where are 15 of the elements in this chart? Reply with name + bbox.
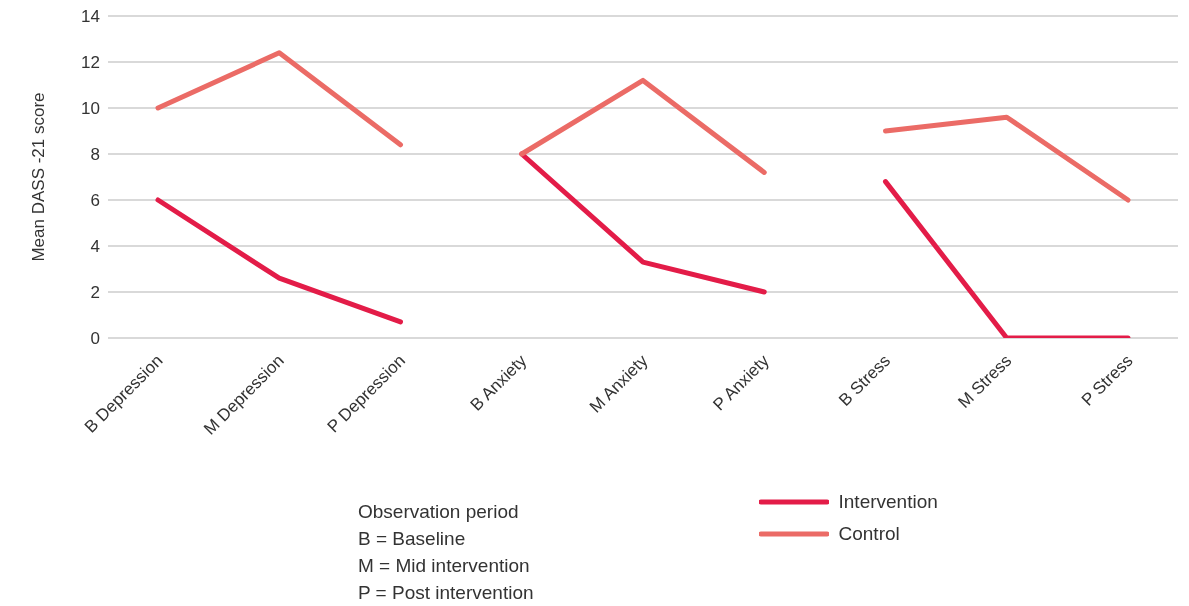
text: P = Post intervention bbox=[358, 581, 534, 605]
y-tick-label: 12 bbox=[81, 53, 100, 73]
y-tick-label: 2 bbox=[90, 283, 100, 303]
y-tick-label: 14 bbox=[81, 7, 100, 27]
y-tick-label: 6 bbox=[90, 191, 100, 211]
y-tick-label: 0 bbox=[90, 329, 100, 349]
y-axis-title: Mean DASS -21 score bbox=[29, 92, 49, 262]
y-tick-label: 10 bbox=[81, 99, 100, 119]
y-tick-label: 8 bbox=[90, 145, 100, 165]
y-tick-label: 4 bbox=[90, 237, 100, 257]
text: Observation period bbox=[358, 500, 520, 524]
text: M = Mid intervention bbox=[358, 554, 531, 578]
legend-label: Intervention bbox=[838, 490, 938, 514]
legend-label: Control bbox=[838, 522, 900, 546]
text: B = Baseline bbox=[358, 527, 467, 551]
